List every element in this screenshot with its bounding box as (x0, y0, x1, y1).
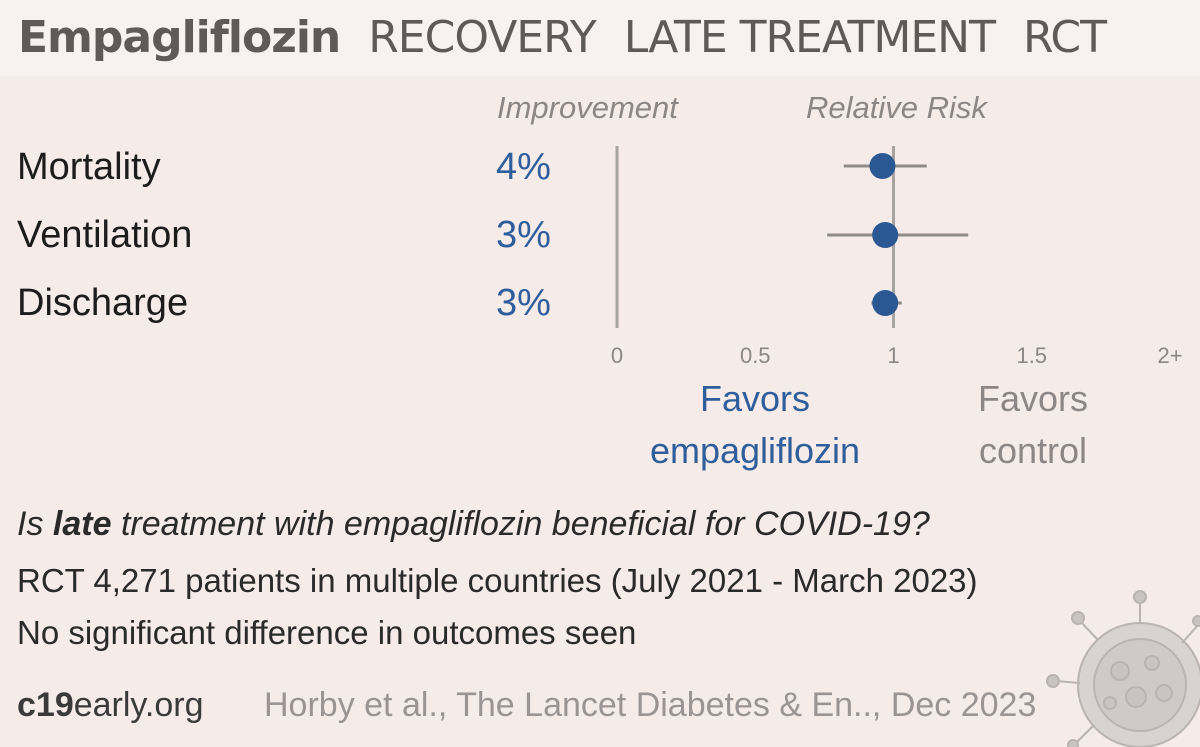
rr-point-ventilation (872, 222, 899, 248)
x-tick-label: 1.5 (1016, 343, 1047, 368)
improvement-discharge: 3% (496, 282, 551, 324)
outcome-label-ventilation: Ventilation (17, 214, 193, 256)
title-stage: LATE TREATMENT (623, 12, 996, 63)
title-trial: RECOVERY (368, 12, 596, 63)
question-bold: late (52, 505, 112, 543)
page-title: Empagliflozin RECOVERY LATE TREATMENT RCT (18, 12, 1134, 63)
improvement-ventilation: 3% (496, 214, 551, 256)
brand-rest: early.org (73, 686, 204, 724)
outcome-label-discharge: Discharge (17, 282, 189, 324)
virus-icon (1046, 590, 1200, 747)
rr-point-discharge (872, 290, 899, 316)
x-tick-label: 1 (887, 343, 899, 368)
study-result: No significant difference in outcomes se… (17, 614, 637, 651)
citation: Horby et al., The Lancet Diabetes & En..… (264, 686, 1037, 724)
title-design: RCT (1022, 12, 1107, 63)
x-tick-label: 2+ (1157, 343, 1182, 368)
favors-control-label: Favors control (948, 373, 1118, 477)
study-question: Is late treatment with empagliflozin ben… (17, 505, 930, 544)
question-post: treatment with empagliflozin beneficial … (111, 505, 930, 543)
title-bar (0, 0, 1200, 76)
outcome-label-mortality: Mortality (17, 146, 161, 188)
forest-plot: 0 0.5 1 1.5 2+ (611, 146, 1183, 368)
relative-risk-header: Relative Risk (806, 90, 987, 125)
favors-treatment-line2: empagliflozin (649, 430, 861, 471)
question-pre: Is (17, 505, 53, 543)
brand-bold: c19 (17, 686, 74, 724)
improvement-mortality: 4% (496, 146, 551, 188)
favors-control-line1: Favors (977, 378, 1089, 419)
improvement-header: Improvement (497, 90, 678, 125)
brand-logo[interactable]: c19early.org (17, 686, 204, 725)
favors-control-line2: control (978, 430, 1088, 471)
study-details: RCT 4,271 patients in multiple countries… (17, 562, 978, 599)
title-drug: Empagliflozin (18, 12, 341, 63)
x-tick-label: 0.5 (740, 343, 771, 368)
x-tick-label: 0 (611, 343, 623, 368)
favors-treatment-line1: Favors (699, 378, 811, 419)
favors-treatment-label: Favors empagliflozin (640, 373, 870, 477)
rr-point-mortality (869, 153, 896, 179)
